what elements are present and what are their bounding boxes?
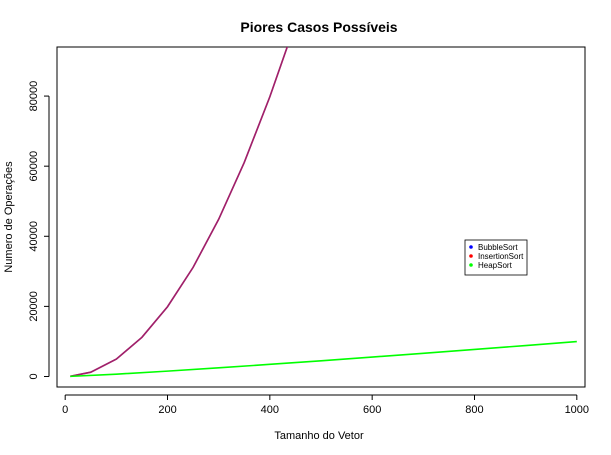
series-line-bubblesort xyxy=(70,47,289,378)
plot-frame xyxy=(56,46,586,388)
legend-marker-insertionsort xyxy=(469,254,473,258)
y-tick-label: 80000 xyxy=(28,81,40,112)
legend-label-bubblesort: BubbleSort xyxy=(478,243,518,252)
x-tick-label: 0 xyxy=(62,404,68,416)
y-tick-label: 20000 xyxy=(28,291,40,322)
x-axis: 0 200 400 600 800 1000 xyxy=(62,394,589,416)
legend-marker-bubblesort xyxy=(469,245,473,249)
x-tick-label: 600 xyxy=(363,404,381,416)
y-axis-label: Numero de Operações xyxy=(3,161,15,273)
series-line-insertionsort xyxy=(70,47,289,378)
legend-box xyxy=(464,239,528,276)
y-axis: 0 20000 40000 60000 80000 xyxy=(28,81,50,380)
x-tick-label: 800 xyxy=(465,404,483,416)
legend-label-heapsort: HeapSort xyxy=(478,261,513,270)
x-tick-label: 1000 xyxy=(565,404,589,416)
x-tick-label: 200 xyxy=(158,404,176,416)
chart-title: Piores Casos Possíveis xyxy=(240,19,397,35)
series-line-heapsort xyxy=(70,340,577,378)
x-axis-label: Tamanho do Vetor xyxy=(274,430,364,442)
y-tick-label: 0 xyxy=(28,373,40,379)
y-tick-label: 60000 xyxy=(28,151,40,182)
legend-marker-heapsort xyxy=(469,263,473,267)
x-tick-label: 400 xyxy=(261,404,279,416)
series-layer xyxy=(70,47,577,378)
legend-label-insertionsort: InsertionSort xyxy=(478,252,524,261)
y-tick-label: 40000 xyxy=(28,221,40,252)
